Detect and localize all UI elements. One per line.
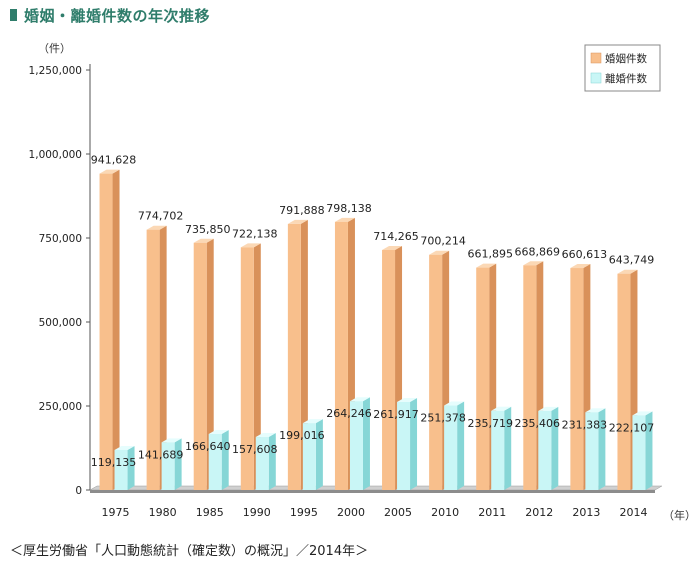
divorce-bar (397, 397, 418, 490)
legend-swatch-divorce (590, 72, 602, 84)
marriage-bar (334, 217, 355, 491)
legend-swatch-marriage (590, 52, 602, 64)
marriage-bar (617, 269, 638, 490)
marriage-value-label: 714,265 (373, 230, 419, 243)
marriage-value-label: 722,138 (232, 227, 278, 240)
divorce-bar (491, 406, 512, 490)
y-tick-label: 500,000 (39, 317, 82, 329)
divorce-value-label: 264,246 (326, 407, 372, 420)
marriage-value-label: 798,138 (326, 202, 372, 215)
x-tick-label: 1975 (102, 506, 130, 519)
marriage-value-label: 700,214 (420, 235, 466, 248)
marriage-value-label: 661,895 (467, 248, 513, 261)
marriage-bar (240, 243, 261, 490)
divorce-value-label: 222,107 (609, 421, 655, 434)
marriage-value-label: 643,749 (609, 254, 655, 267)
legend-label-divorce: 離婚件数 (605, 72, 647, 85)
x-axis-unit: （年） (663, 509, 692, 522)
y-axis-unit: （件） (38, 42, 71, 55)
marriage-bar (99, 169, 120, 491)
marriage-bar (146, 225, 167, 490)
marriage-value-label: 941,628 (91, 154, 137, 167)
x-tick-label: 2010 (431, 506, 459, 519)
divorce-value-label: 251,378 (420, 412, 466, 425)
title-area: 婚姻・離婚件数の年次推移 (8, 4, 210, 26)
x-tick-label: 2005 (384, 506, 412, 519)
y-tick-label: 250,000 (39, 401, 82, 413)
divorce-value-label: 157,608 (232, 443, 278, 456)
marriage-value-label: 791,888 (279, 204, 325, 217)
divorce-bar (208, 430, 229, 490)
divorce-value-label: 235,406 (515, 417, 561, 430)
divorce-bar (585, 408, 606, 490)
marriage-bar (476, 263, 497, 490)
marriage-value-label: 668,869 (515, 245, 561, 258)
y-tick-label: 1,250,000 (29, 65, 82, 77)
divorce-bar (632, 411, 653, 490)
divorce-value-label: 231,383 (562, 418, 608, 431)
source-note: ＜厚生労働省「人口動態統計（確定数）の概況」／2014年＞ (10, 544, 369, 559)
y-tick-label: 750,000 (39, 233, 82, 245)
x-tick-label: 1985 (196, 506, 224, 519)
divorce-bar (302, 419, 323, 490)
divorce-bar (161, 438, 182, 490)
x-tick-label: 1990 (243, 506, 271, 519)
divorce-value-label: 166,640 (185, 440, 231, 453)
x-tick-label: 2014 (619, 506, 647, 519)
divorce-value-label: 199,016 (279, 429, 325, 442)
x-tick-label: 1995 (290, 506, 318, 519)
divorce-bar (349, 397, 370, 490)
divorce-bar (255, 433, 276, 490)
x-tick-label: 2013 (572, 506, 600, 519)
chart-title: 婚姻・離婚件数の年次推移 (24, 6, 211, 25)
x-tick-label: 2000 (337, 506, 365, 519)
marriage-bar (523, 261, 544, 490)
marriage-value-label: 660,613 (562, 248, 608, 261)
divorce-bar (538, 406, 559, 490)
x-tick-label: 1980 (149, 506, 177, 519)
divorce-value-label: 141,689 (138, 448, 184, 461)
x-tick-label: 2012 (525, 506, 553, 519)
marriage-bar (193, 238, 214, 490)
marriage-value-label: 735,850 (185, 223, 231, 236)
marriage-bar (429, 250, 450, 490)
divorce-bar (444, 401, 465, 490)
divorce-value-label: 235,719 (467, 417, 513, 430)
legend-box (584, 44, 661, 92)
divorce-value-label: 119,135 (91, 456, 137, 469)
x-tick-label: 2011 (478, 506, 506, 519)
divorce-bar (114, 445, 135, 490)
y-tick-label: 0 (75, 485, 82, 497)
legend-label-marriage: 婚姻件数 (605, 52, 647, 65)
y-tick-label: 1,000,000 (29, 149, 82, 161)
divorce-value-label: 261,917 (373, 408, 419, 421)
marriage-value-label: 774,702 (138, 210, 184, 223)
title-marker-icon (10, 9, 17, 21)
floor-edge (90, 490, 655, 493)
